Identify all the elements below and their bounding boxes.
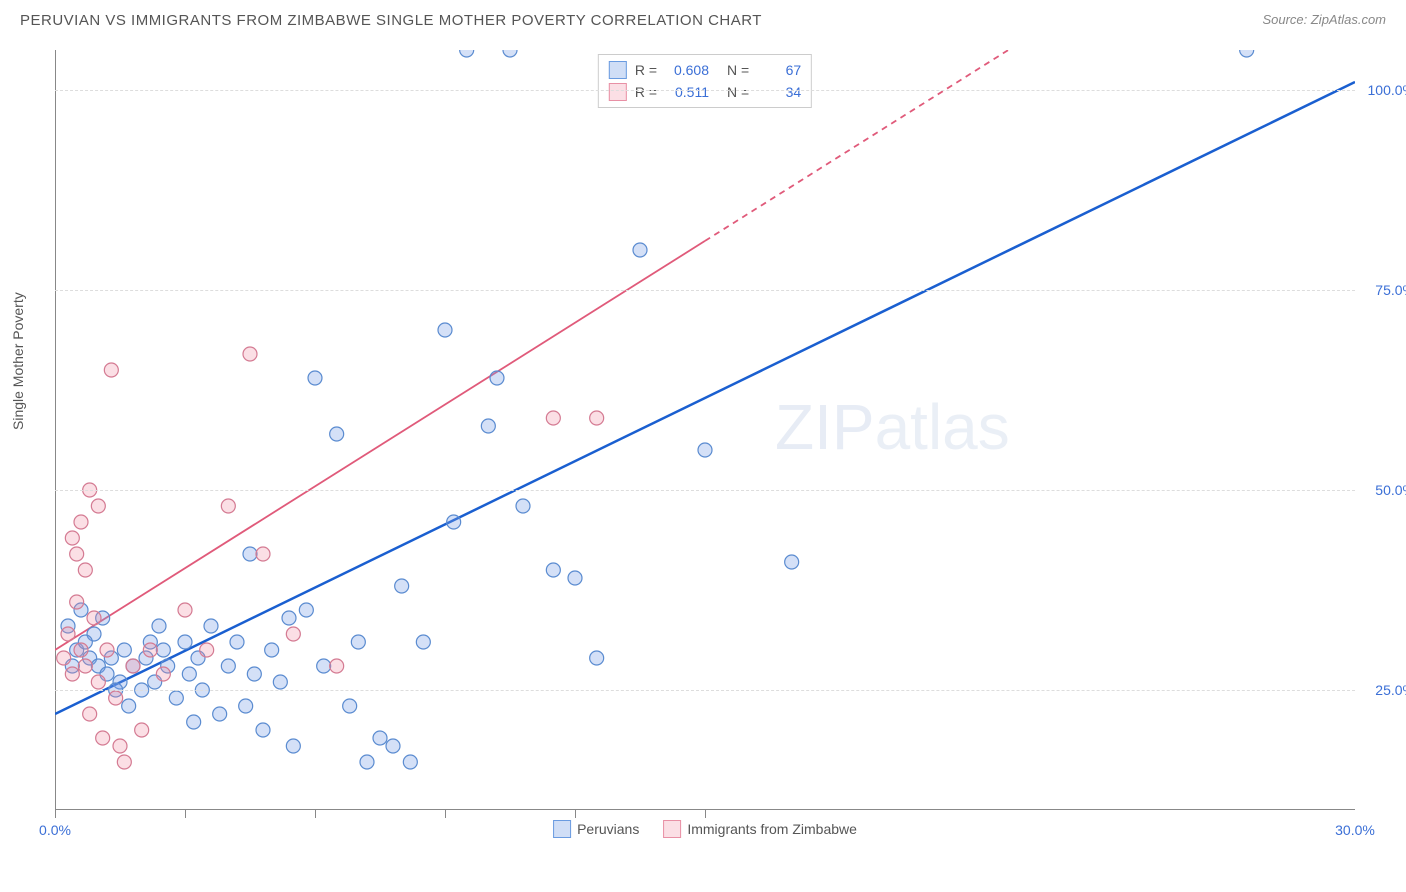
x-tick <box>55 810 56 818</box>
stats-legend: R =0.608N =67R =0.511N =34 <box>598 54 812 108</box>
x-tick-label: 30.0% <box>1335 822 1375 838</box>
x-tick <box>315 810 316 818</box>
gridline <box>55 490 1355 491</box>
gridline <box>55 290 1355 291</box>
gridline <box>55 90 1355 91</box>
gridline <box>55 690 1355 691</box>
y-tick-label: 50.0% <box>1375 482 1406 498</box>
x-tick <box>575 810 576 818</box>
stats-row: R =0.608N =67 <box>609 59 801 81</box>
y-tick-label: 100.0% <box>1368 82 1406 98</box>
x-tick-label: 0.0% <box>39 822 71 838</box>
legend-item: Immigrants from Zimbabwe <box>663 820 857 838</box>
y-tick-label: 25.0% <box>1375 682 1406 698</box>
y-axis-label: Single Mother Poverty <box>10 292 26 430</box>
stats-row: R =0.511N =34 <box>609 81 801 103</box>
chart-area: ZIPatlas R =0.608N =67R =0.511N =34 Peru… <box>55 50 1355 810</box>
x-tick <box>185 810 186 818</box>
legend-item: Peruvians <box>553 820 639 838</box>
source-label: Source: ZipAtlas.com <box>1262 12 1386 27</box>
x-tick <box>705 810 706 818</box>
y-tick-label: 75.0% <box>1375 282 1406 298</box>
scatter-plot <box>55 50 1355 810</box>
x-tick <box>445 810 446 818</box>
series-legend: Peruvians Immigrants from Zimbabwe <box>553 820 857 838</box>
chart-title: PERUVIAN VS IMMIGRANTS FROM ZIMBABWE SIN… <box>20 12 762 29</box>
